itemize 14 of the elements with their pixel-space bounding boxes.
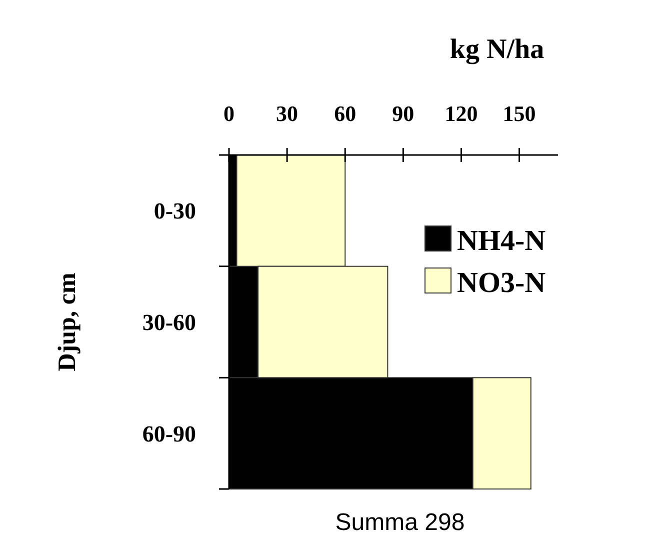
text: Summa 298 [335,509,465,536]
legend-label: NH4-N [457,225,546,257]
x-tick-label: 150 [502,101,536,126]
y-tick-label: 30-60 [142,310,196,335]
x-axis-title: kg N/ha [450,34,544,65]
x-tick-label: 90 [392,101,414,126]
legend-label: NO3-N [457,267,546,299]
x-tick-label: 120 [444,101,478,126]
x-tick-label: 30 [276,101,298,126]
x-tick-label: 0 [224,101,234,126]
y-axis-title: Djup, cm [54,272,81,372]
x-tick-label: 60 [334,101,356,126]
y-tick-label: 0-30 [154,198,196,224]
y-tick-label: 60-90 [142,421,196,446]
